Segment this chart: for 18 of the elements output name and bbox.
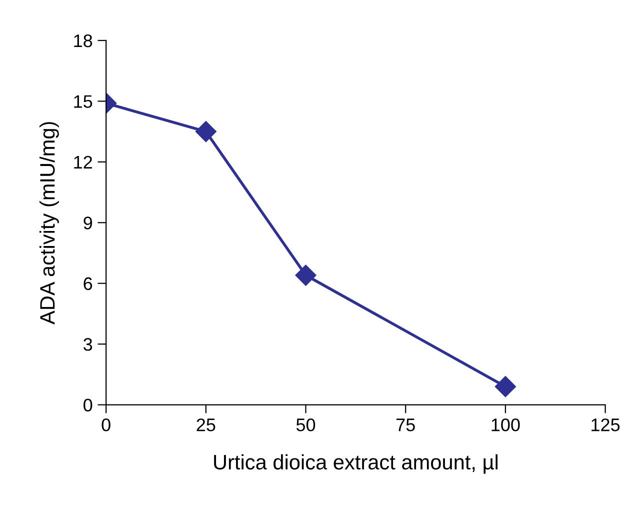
- point: [494, 376, 516, 398]
- y-tick-label: 18: [74, 34, 92, 48]
- y-tick-label: 9: [84, 216, 92, 230]
- y-tick-label: 15: [74, 95, 92, 108]
- point: [195, 121, 216, 142]
- point: [295, 264, 316, 286]
- y-axis-title: ADA activity (mIU/mg): [39, 122, 59, 324]
- y-tick-label: 6: [84, 277, 92, 290]
- x-tick-label: 75: [396, 418, 415, 432]
- x-tick-label: 0: [102, 418, 110, 432]
- x-tick-label: 25: [196, 418, 216, 432]
- y-tick-label: 0: [84, 398, 92, 412]
- y-tick-label: 12: [74, 156, 92, 168]
- y-tick-label: 3: [84, 338, 92, 351]
- x-tick-label: 50: [296, 418, 316, 432]
- x-axis-title: Urtica dioica extract amount, µl: [214, 454, 498, 474]
- x-tick-label: 100: [492, 418, 520, 432]
- x-tick-label: 125: [592, 418, 620, 432]
